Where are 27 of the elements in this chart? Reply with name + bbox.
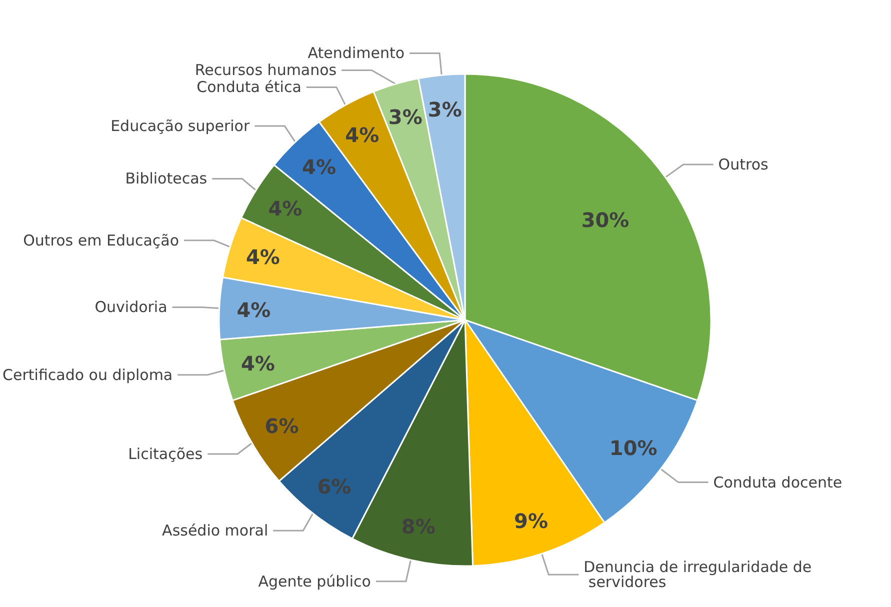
slice-label: Conduta docente [713,473,842,492]
slice-label: Bibliotecas [125,170,208,188]
slice-label: Outros [718,156,769,174]
slice-label: Atendimento [308,44,405,62]
slice-label: Ouvidoria [94,298,168,316]
data-label: 4% [302,154,336,179]
data-label: 3% [388,105,422,130]
data-label: 10% [609,436,658,460]
data-label: 4% [246,245,280,270]
slice-label: Assédio moral [162,522,268,540]
slice-label: Denuncia de irregularidade de servidores [584,558,812,592]
slice-label: Educação superior [110,117,250,136]
slice-label: Licitações [128,445,203,463]
data-label: 30% [581,208,630,232]
slice-label: Outros em Educação [23,231,180,250]
data-label: 4% [268,196,302,220]
slice-label: Certificado ou diploma [2,366,173,384]
slice-label: Agente público [258,572,371,590]
data-label: 4% [240,351,275,376]
data-label: 6% [264,414,299,438]
data-label: 4% [345,123,380,148]
data-label: 3% [428,97,462,122]
data-label: 4% [236,298,271,322]
data-label: 9% [514,508,548,533]
data-label: 6% [317,474,352,498]
slice-label: Recursos humanos [194,61,337,80]
slice-label: Conduta ética [196,78,302,96]
